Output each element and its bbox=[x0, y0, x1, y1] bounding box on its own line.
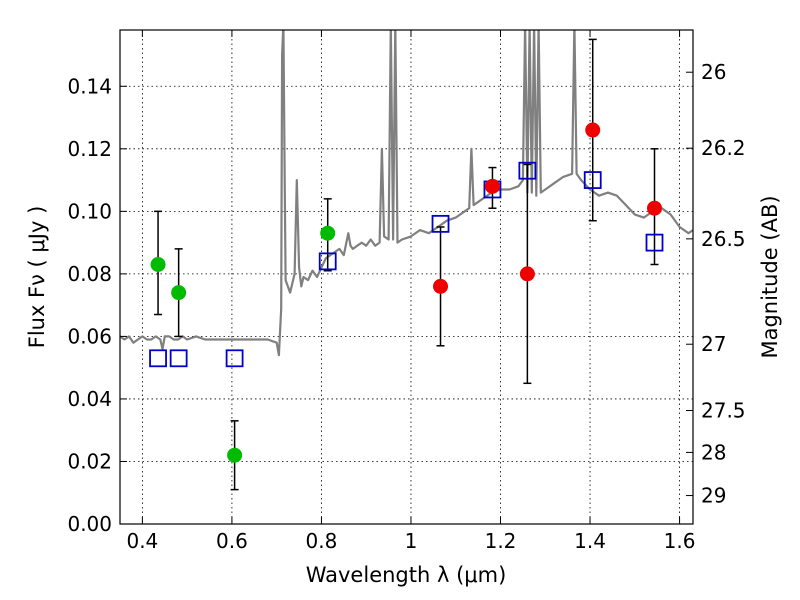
axis-ticks: 0.4 0.6 0.8 1 1.2 1.4 1.6 0.00 0.02 0.04 0.06 0.08 0… bbox=[67, 30, 746, 553]
x-tick-label: 1 bbox=[405, 529, 418, 553]
x-tick-label: 0.4 bbox=[126, 529, 158, 553]
green-data-point bbox=[171, 285, 187, 301]
green-data-point bbox=[227, 447, 243, 463]
y-tick-label: 0.12 bbox=[67, 137, 112, 161]
green-data-point bbox=[150, 256, 166, 272]
right-tick-label: 26 bbox=[701, 60, 726, 84]
right-tick-label: 28 bbox=[701, 440, 726, 464]
model-square-marker bbox=[645, 233, 664, 252]
spectrum-line bbox=[120, 30, 693, 357]
red-data-point bbox=[519, 266, 535, 282]
red-data-point bbox=[433, 278, 449, 294]
right-axis-title: Magnitude (AB) bbox=[758, 195, 782, 358]
x-tick-label: 1.2 bbox=[485, 529, 517, 553]
red-data-point bbox=[647, 200, 663, 216]
x-axis-title: Wavelength λ (μm) bbox=[306, 563, 507, 587]
y-tick-label: 0.08 bbox=[67, 262, 112, 286]
y-tick-label: 0.00 bbox=[67, 512, 112, 536]
y-tick-label: 0.04 bbox=[67, 387, 112, 411]
red-data-point bbox=[484, 178, 500, 194]
model-square-marker bbox=[149, 349, 167, 368]
right-tick-label: 26.5 bbox=[701, 227, 746, 251]
plot-frame bbox=[119, 29, 694, 525]
y-tick-label: 0.14 bbox=[67, 74, 112, 98]
spectrum-layer bbox=[120, 30, 693, 357]
right-tick-label: 27 bbox=[701, 332, 726, 356]
y-tick-label: 0.10 bbox=[67, 199, 112, 223]
x-tick-label: 1.4 bbox=[574, 529, 606, 553]
model-square-marker bbox=[518, 161, 537, 180]
model-square-marker bbox=[225, 349, 244, 368]
model-square-marker bbox=[583, 171, 602, 189]
y-tick-label: 0.06 bbox=[67, 324, 112, 348]
grid bbox=[120, 30, 693, 525]
x-tick-label: 1.6 bbox=[664, 529, 696, 553]
model-square-marker bbox=[169, 349, 188, 368]
right-tick-label: 29 bbox=[701, 484, 726, 508]
right-tick-label: 27.5 bbox=[701, 399, 746, 423]
y-tick-label: 0.02 bbox=[67, 449, 112, 473]
x-tick-label: 0.8 bbox=[306, 529, 338, 553]
model-square-marker bbox=[431, 214, 450, 233]
green-data-point bbox=[320, 225, 336, 241]
y-axis-title: Flux Fν ( μJy ) bbox=[25, 206, 49, 349]
points-layer bbox=[149, 38, 664, 491]
red-data-point bbox=[585, 122, 601, 138]
x-tick-label: 0.6 bbox=[216, 529, 248, 553]
right-tick-label: 26.2 bbox=[701, 136, 746, 160]
model-square-marker bbox=[318, 252, 337, 271]
plot-background bbox=[120, 30, 693, 524]
